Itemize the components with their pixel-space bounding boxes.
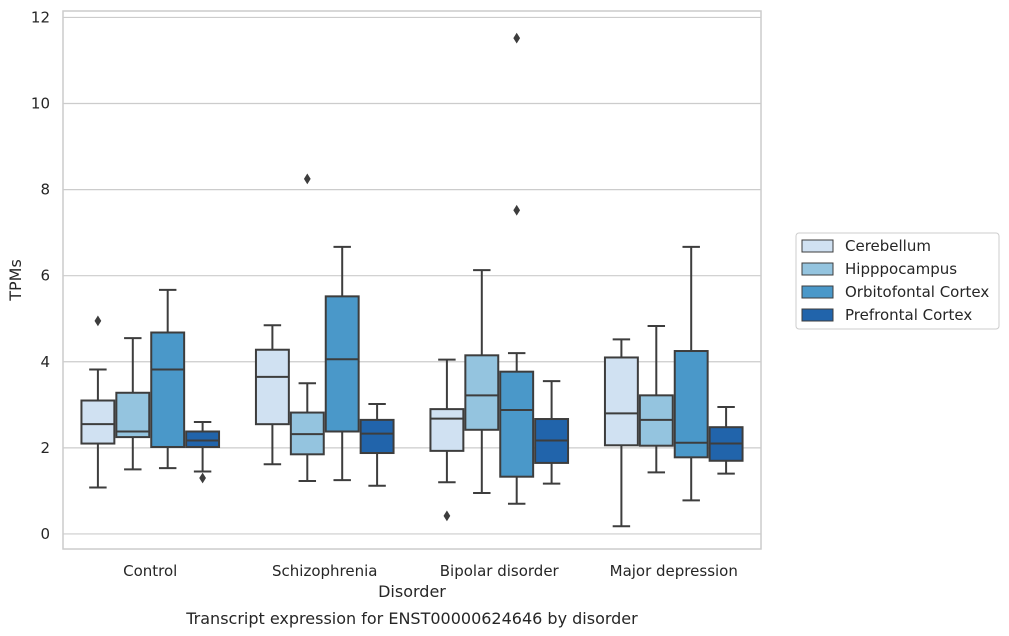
outlier-point — [513, 204, 521, 216]
outlier-point — [513, 32, 521, 44]
box-group — [499, 32, 535, 505]
legend-label: Cerebellum — [845, 237, 931, 255]
box-plot-series — [80, 32, 744, 528]
y-tick-label: 8 — [40, 181, 50, 199]
legend-swatch — [801, 262, 834, 276]
box-group — [289, 173, 325, 482]
box-group — [429, 358, 465, 522]
x-tick-label: Bipolar disorder — [440, 562, 560, 580]
y-tick-label: 2 — [40, 439, 50, 457]
box-group — [464, 269, 500, 495]
box-group — [80, 315, 116, 489]
box-iqr — [603, 356, 639, 447]
box-iqr — [673, 350, 709, 459]
box-group — [638, 325, 674, 474]
box-iqr — [80, 399, 116, 445]
box-iqr — [254, 348, 290, 426]
y-tick-label: 4 — [40, 353, 50, 371]
box-iqr — [359, 418, 395, 455]
box-group — [603, 338, 639, 528]
box-group — [359, 402, 395, 487]
outlier-point — [303, 173, 311, 185]
box-iqr — [324, 295, 360, 433]
plot-frame — [62, 10, 762, 550]
y-tick-label: 6 — [40, 267, 50, 285]
box-group — [115, 337, 151, 471]
x-axis-tick-labels: Control Schizophrenia Bipolar disorder Majo… — [123, 562, 738, 580]
legend-items: Cerebellum Hipppocampus Orbitofontal Corte… — [801, 237, 989, 324]
box-group — [708, 405, 744, 475]
legend-label: Orbitofontal Cortex — [845, 283, 989, 301]
box-iqr — [185, 430, 221, 448]
legend-label: Prefrontal Cortex — [845, 306, 972, 324]
legend-label: Hipppocampus — [845, 260, 957, 278]
box-iqr — [429, 408, 465, 452]
box-group — [534, 380, 570, 485]
x-tick-label: Schizophrenia — [272, 562, 377, 580]
box-group — [150, 288, 186, 470]
box-iqr — [150, 331, 186, 448]
legend-swatch — [801, 239, 834, 253]
x-axis-title: Disorder — [378, 582, 446, 601]
outlier-point — [94, 315, 102, 327]
box-group — [324, 245, 360, 482]
box-iqr — [464, 354, 500, 431]
outlier-point — [199, 472, 206, 484]
y-tick-label: 0 — [40, 525, 50, 543]
box-group — [254, 324, 290, 466]
box-iqr — [499, 370, 535, 478]
legend: Cerebellum Hipppocampus Orbitofontal Corte… — [795, 232, 1000, 330]
box-group — [673, 245, 709, 502]
x-tick-label: Control — [123, 562, 177, 580]
y-tick-label: 12 — [31, 8, 50, 26]
outlier-point — [443, 510, 451, 522]
box-iqr — [115, 391, 151, 439]
legend-frame — [795, 232, 1000, 330]
y-axis-title: TPMs — [6, 259, 25, 302]
legend-swatch — [801, 285, 834, 299]
box-group — [185, 421, 221, 484]
y-tick-label: 10 — [31, 95, 50, 113]
x-tick-label: Major depression — [610, 562, 738, 580]
chart-caption: Transcript expression for ENST0000062464… — [185, 609, 638, 628]
y-axis-tick-labels: 0 2 4 6 8 10 12 — [31, 8, 50, 542]
legend-swatch — [801, 308, 834, 322]
